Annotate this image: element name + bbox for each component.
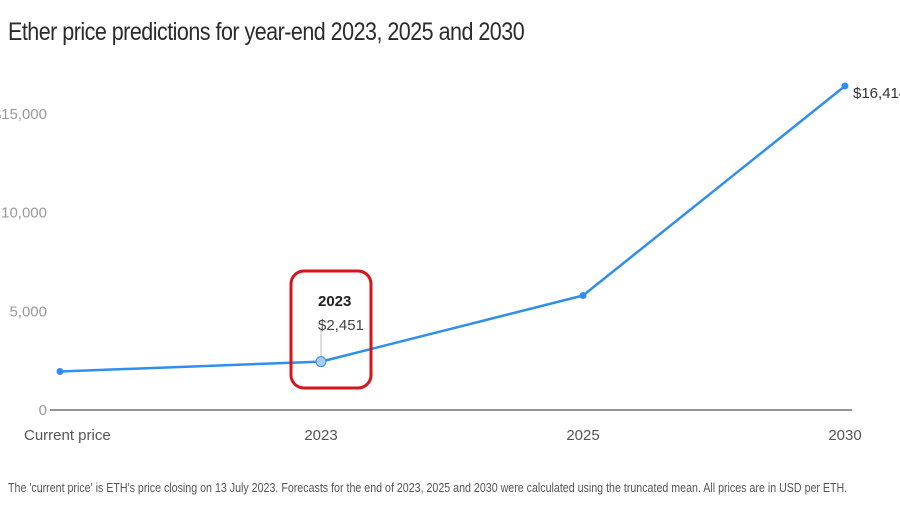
tooltip-value: $2,451 <box>318 317 364 334</box>
x-tick-label: 2030 <box>828 427 861 444</box>
series-line <box>59 85 846 373</box>
line-chart: 0 5,000 10,000 $15,000 Current price 2023 2025… <box>0 82 900 444</box>
y-tick-label: $15,000 <box>0 106 47 123</box>
highlight-box <box>289 269 373 390</box>
y-tick-label: 10,000 <box>1 205 47 222</box>
data-point <box>56 368 64 376</box>
x-tick-label: Current price <box>24 427 111 444</box>
data-label-end: $16,414 <box>853 85 900 102</box>
x-tick-label: 2023 <box>304 427 337 444</box>
data-point-highlighted <box>315 356 327 368</box>
data-point <box>841 82 849 90</box>
y-tick-label: 0 <box>39 402 47 419</box>
data-point <box>579 292 587 300</box>
y-tick-label: 5,000 <box>9 303 47 320</box>
chart-title: Ether price predictions for year-end 202… <box>8 18 525 46</box>
tooltip-title: 2023 <box>318 293 351 310</box>
x-tick-label: 2025 <box>566 427 599 444</box>
footnote: The 'current price' is ETH's price closi… <box>8 480 848 495</box>
